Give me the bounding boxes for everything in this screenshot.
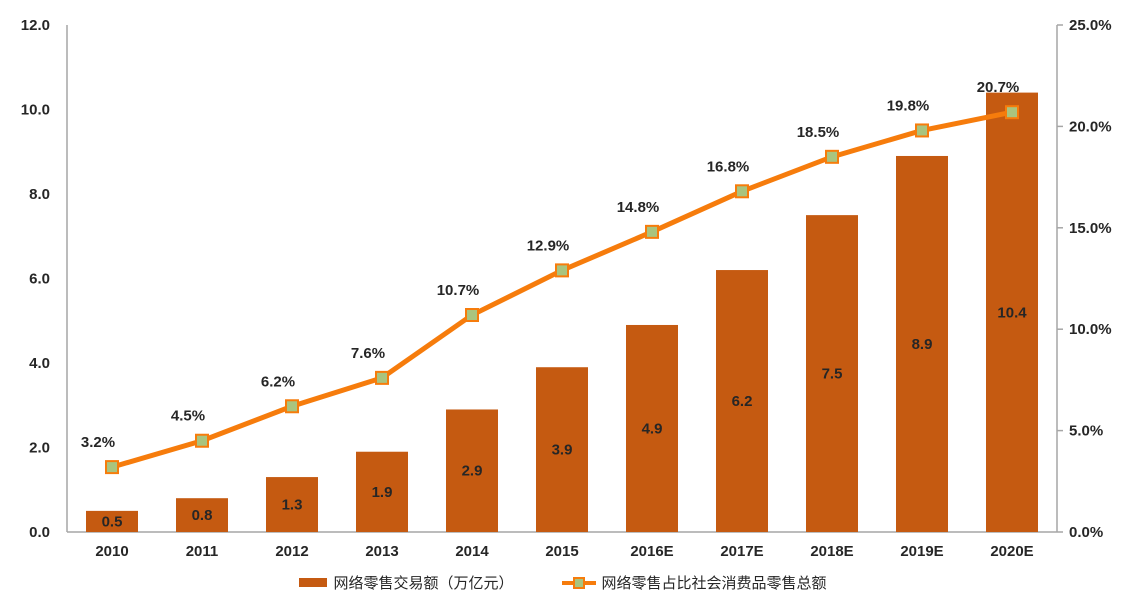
line-series-swatch [561, 575, 596, 590]
x-axis-label: 2015 [545, 543, 578, 560]
bar-2017E [716, 270, 768, 532]
left-axis-tick-label: 6.0 [29, 271, 50, 288]
pct-label-2015: 12.9% [527, 237, 570, 254]
bar-2013 [356, 451, 408, 532]
bar-label-2012: 1.3 [282, 497, 303, 514]
pct-label-2017E: 16.8% [707, 158, 750, 175]
pct-label-2010: 3.2% [81, 434, 115, 451]
bar-label-2020E: 10.4 [997, 304, 1027, 321]
bar-label-2010: 0.5 [102, 513, 123, 530]
marker-2012 [285, 399, 299, 414]
bar-2011 [176, 498, 228, 532]
marker-2017E [735, 184, 749, 199]
bar-series-swatch [299, 578, 328, 587]
pct-label-2014: 10.7% [437, 282, 480, 299]
bar-2012 [266, 477, 318, 532]
line-swatch-marker [572, 577, 585, 589]
marker-2014 [465, 308, 479, 323]
pct-label-2012: 6.2% [261, 373, 295, 390]
marker-2018E [825, 149, 839, 164]
pct-label-2016E: 14.8% [617, 199, 660, 216]
right-axis-tick-label: 20.0% [1069, 118, 1112, 135]
marker-2015 [555, 263, 569, 278]
line-series-label: 网络零售占比社会消费品零售总额 [601, 575, 827, 592]
marker-2019E [915, 123, 929, 138]
bar-label-2013: 1.9 [372, 484, 393, 501]
x-axis-label: 2013 [365, 543, 398, 560]
pct-label-2019E: 19.8% [887, 97, 930, 114]
right-axis-tick-label: 15.0% [1069, 220, 1112, 237]
marker-2010 [105, 460, 119, 475]
bar-2015 [536, 367, 588, 532]
x-axis-label: 2020E [990, 543, 1033, 560]
x-axis-label: 2011 [186, 543, 219, 560]
chart-legend: 网络零售交易额（万亿元） 网络零售占比社会消费品零售总额 [0, 572, 1126, 593]
marker-2013 [375, 370, 389, 385]
legend-item-bar-series: 网络零售交易额（万亿元） [299, 572, 514, 593]
pct-label-2018E: 18.5% [797, 124, 840, 141]
bar-2020E [986, 92, 1038, 532]
left-axis-tick-label: 0.0 [29, 524, 50, 541]
x-axis-label: 2012 [275, 543, 308, 560]
left-axis-tick-label: 8.0 [29, 186, 50, 203]
bar-2014 [446, 409, 498, 532]
pct-label-2020E: 20.7% [977, 79, 1020, 96]
bar-label-2016E: 4.9 [642, 420, 663, 437]
x-axis-label: 2010 [95, 543, 128, 560]
left-axis-tick-label: 4.0 [29, 355, 50, 372]
bar-2010 [86, 510, 138, 532]
pct-label-2013: 7.6% [351, 345, 385, 362]
left-axis-tick-label: 2.0 [29, 440, 50, 457]
x-axis-label: 2019E [900, 543, 943, 560]
legend-item-line-series: 网络零售占比社会消费品零售总额 [561, 572, 827, 593]
bar-2019E [896, 155, 948, 532]
bar-label-2019E: 8.9 [912, 336, 933, 353]
bar-2018E [806, 215, 858, 532]
right-axis-tick-label: 0.0% [1069, 524, 1103, 541]
right-axis-tick-label: 10.0% [1069, 321, 1112, 338]
marker-2020E [1005, 105, 1019, 120]
bar-label-2018E: 7.5 [822, 366, 843, 383]
bar-label-2015: 3.9 [552, 442, 573, 459]
marker-2011 [195, 433, 209, 448]
marker-2016E [645, 224, 659, 239]
bar-label-2017E: 6.2 [732, 393, 753, 410]
right-axis-tick-label: 25.0% [1069, 17, 1112, 34]
pct-label-2011: 4.5% [171, 408, 205, 425]
x-axis-label: 2014 [455, 543, 489, 560]
bar-series-label: 网络零售交易额（万亿元） [333, 575, 514, 592]
bar-2016E [626, 324, 678, 532]
bar-label-2011: 0.8 [192, 507, 213, 524]
x-axis-label: 2018E [810, 543, 853, 560]
x-axis-label: 2017E [720, 543, 763, 560]
left-axis-tick-label: 12.0 [21, 17, 50, 34]
bar-label-2014: 2.9 [462, 463, 483, 480]
x-axis-label: 2016E [630, 543, 673, 560]
left-axis-tick-label: 10.0 [21, 102, 50, 119]
right-axis-tick-label: 5.0% [1069, 423, 1103, 440]
